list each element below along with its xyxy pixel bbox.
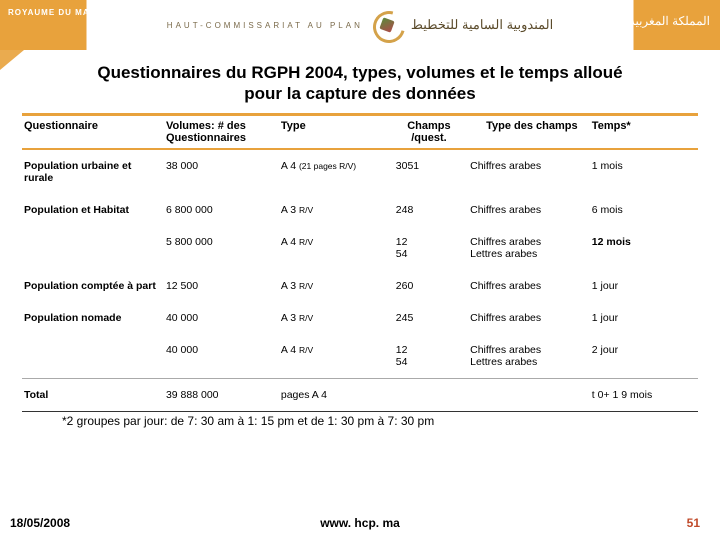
table-row: 40 000 A 4 R/V 12 54 Chiffres arabes Let… [22, 334, 698, 379]
cell-champs: 12 54 [394, 226, 468, 270]
kingdom-fr: ROYAUME DU MAROC [8, 8, 110, 17]
cell-type: A 4 (21 pages R/V) [279, 149, 394, 194]
header-center: HAUT-COMMISSARIAT AU PLAN المندوبية السا… [167, 9, 553, 41]
cell-questionnaire: Population comptée à part [22, 270, 164, 302]
cell-champs: 245 [394, 302, 468, 334]
table-total-row: Total 39 888 000 pages A 4 t 0+ 1 9 mois [22, 378, 698, 411]
cell-tc: Chiffres arabes [468, 270, 590, 302]
cell-total-temps: t 0+ 1 9 mois [590, 378, 698, 411]
table-row: Population comptée à part 12 500 A 3 R/V… [22, 270, 698, 302]
cell-champs: 260 [394, 270, 468, 302]
cell-questionnaire: Population urbaine et rurale [22, 149, 164, 194]
cell-champs: 248 [394, 194, 468, 226]
footer-url: www. hcp. ma [320, 516, 400, 530]
cell-vol: 38 000 [164, 149, 279, 194]
cell-vol: 12 500 [164, 270, 279, 302]
hcp-fr-label: HAUT-COMMISSARIAT AU PLAN [167, 21, 363, 30]
col-temps: Temps* [590, 114, 698, 149]
title-line1: Questionnaires du RGPH 2004, types, volu… [97, 63, 622, 82]
cell-tc: Chiffres arabes Lettres arabes [468, 334, 590, 379]
cell-type: A 3 R/V [279, 270, 394, 302]
cell-temps: 1 jour [590, 302, 698, 334]
cell-temps: 2 jour [590, 334, 698, 379]
cell-vol: 40 000 [164, 334, 279, 379]
cell-champs: 3051 [394, 149, 468, 194]
cell-type: A 4 R/V [279, 226, 394, 270]
table-header-row: Questionnaire Volumes: # des Questionnai… [22, 114, 698, 149]
cell-total-vol: 39 888 000 [164, 378, 279, 411]
footer-date: 18/05/2008 [0, 516, 70, 530]
col-type-champs: Type des champs [468, 114, 590, 149]
questionnaire-table: Questionnaire Volumes: # des Questionnai… [22, 113, 698, 411]
table-row: Population nomade 40 000 A 3 R/V 245 Chi… [22, 302, 698, 334]
header-band: ROYAUME DU MAROC HAUT-COMMISSARIAT AU PL… [0, 0, 720, 50]
footer: 18/05/2008 www. hcp. ma 51 [0, 516, 720, 530]
footer-page-number: 51 [687, 516, 720, 530]
table-container: Questionnaire Volumes: # des Questionnai… [0, 113, 720, 411]
cell-temps: 12 mois [590, 226, 698, 270]
cell-tc: Chiffres arabes [468, 194, 590, 226]
cell-total-champs [394, 378, 468, 411]
cell-vol: 40 000 [164, 302, 279, 334]
hcp-logo-icon [371, 9, 403, 41]
title-line2: pour la capture des données [244, 84, 475, 103]
cell-questionnaire [22, 226, 164, 270]
footnote: *2 groupes par jour: de 7: 30 am à 1: 15… [22, 411, 698, 428]
table-row: 5 800 000 A 4 R/V 12 54 Chiffres arabes … [22, 226, 698, 270]
corner-fold-icon [0, 50, 24, 70]
cell-type: A 4 R/V [279, 334, 394, 379]
cell-tc: Chiffres arabes [468, 149, 590, 194]
kingdom-ar: المملكة المغربية [629, 14, 710, 28]
col-type: Type [279, 114, 394, 149]
table-row: Population et Habitat 6 800 000 A 3 R/V … [22, 194, 698, 226]
cell-vol: 6 800 000 [164, 194, 279, 226]
cell-total-tc [468, 378, 590, 411]
table-row: Population urbaine et rurale 38 000 A 4 … [22, 149, 698, 194]
cell-tc: Chiffres arabes Lettres arabes [468, 226, 590, 270]
hcp-ar-label: المندوبية السامية للتخطيط [411, 17, 553, 33]
cell-questionnaire: Population et Habitat [22, 194, 164, 226]
cell-total-type: pages A 4 [279, 378, 394, 411]
cell-tc: Chiffres arabes [468, 302, 590, 334]
cell-questionnaire: Population nomade [22, 302, 164, 334]
table-body: Population urbaine et rurale 38 000 A 4 … [22, 149, 698, 411]
cell-type: A 3 R/V [279, 302, 394, 334]
page-title: Questionnaires du RGPH 2004, types, volu… [40, 62, 680, 105]
cell-temps: 6 mois [590, 194, 698, 226]
cell-temps: 1 mois [590, 149, 698, 194]
cell-total-label: Total [22, 378, 164, 411]
cell-temps: 1 jour [590, 270, 698, 302]
col-champs: Champs /quest. [394, 114, 468, 149]
cell-champs: 12 54 [394, 334, 468, 379]
col-volumes: Volumes: # des Questionnaires [164, 114, 279, 149]
col-questionnaire: Questionnaire [22, 114, 164, 149]
cell-type: A 3 R/V [279, 194, 394, 226]
cell-questionnaire [22, 334, 164, 379]
cell-vol: 5 800 000 [164, 226, 279, 270]
